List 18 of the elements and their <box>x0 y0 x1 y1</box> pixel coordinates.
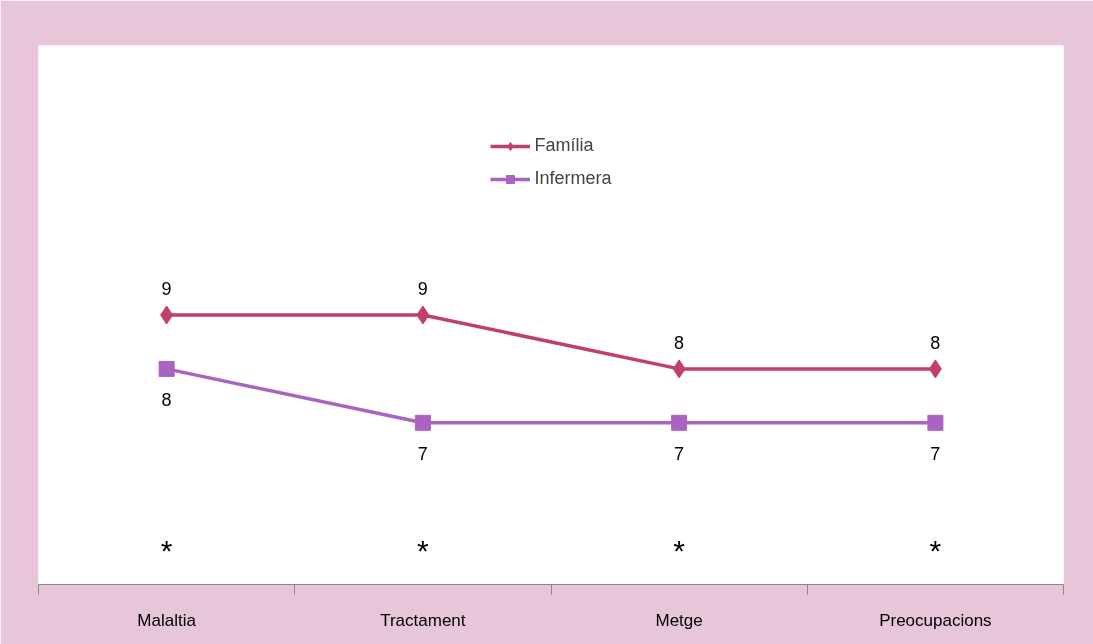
data-label: 8 <box>674 332 685 353</box>
data-label: 9 <box>161 279 172 299</box>
x-tick-label: Malaltia <box>137 610 197 630</box>
data-label: 7 <box>930 443 941 464</box>
data-label: 7 <box>417 443 428 464</box>
x-tick-label: Tractament <box>380 610 466 630</box>
x-tick-label: Metge <box>655 610 703 630</box>
data-label: 9 <box>417 279 428 299</box>
data-label: 7 <box>674 443 685 464</box>
data-label: 8 <box>161 389 172 410</box>
annotation: * <box>160 534 173 567</box>
annotation: * <box>673 534 686 567</box>
legend-label: Infermera <box>534 168 612 189</box>
data-label: 8 <box>930 332 941 353</box>
annotation: * <box>417 534 430 567</box>
x-tick-label: Preocupacions <box>879 610 992 630</box>
legend-label: Família <box>534 135 594 156</box>
annotation: * <box>929 534 942 567</box>
